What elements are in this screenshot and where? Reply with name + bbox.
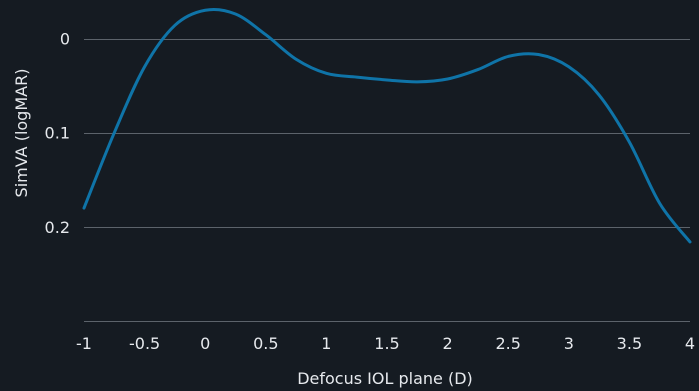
x-tick-label: 1 [321, 334, 331, 353]
series-layer [82, 7, 692, 244]
x-tick-label: 3.5 [617, 334, 642, 353]
y-tick-label: 0 [60, 30, 70, 49]
y-axis-ticks: 0 0.1 0.2 [45, 30, 70, 237]
x-axis-label: Defocus IOL plane (D) [297, 369, 473, 388]
x-tick-label: 4 [685, 334, 695, 353]
x-tick-label: -1 [76, 334, 92, 353]
x-tick-label: 2.5 [495, 334, 520, 353]
x-tick-label: 0 [200, 334, 210, 353]
x-tick-label: 0.5 [253, 334, 278, 353]
x-tick-label: -0.5 [129, 334, 160, 353]
series-line-0 [82, 7, 692, 244]
x-tick-label: 1.5 [374, 334, 399, 353]
x-tick-label: 2 [443, 334, 453, 353]
x-axis-ticks: -1 -0.5 0 0.5 1 1.5 2 2.5 3 3.5 4 [76, 334, 695, 353]
gridlines [84, 39, 690, 322]
y-tick-label: 0.2 [45, 218, 70, 237]
x-tick-label: 3 [564, 334, 574, 353]
y-tick-label: 0.1 [45, 124, 70, 143]
y-axis-label: SimVA (logMAR) [12, 69, 31, 198]
